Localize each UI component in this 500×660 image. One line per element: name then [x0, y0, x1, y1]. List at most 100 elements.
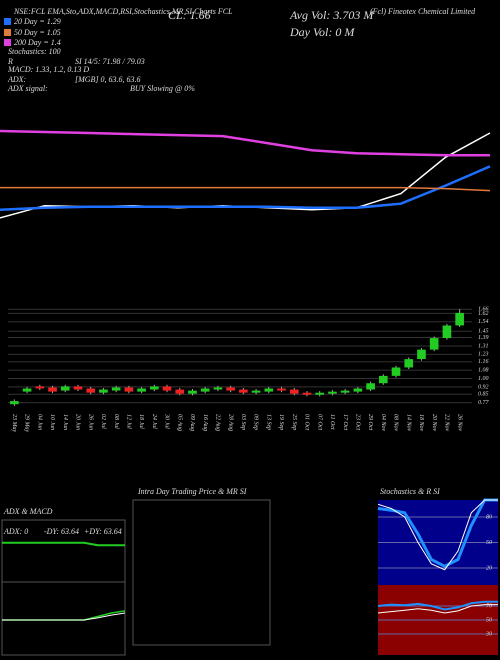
adx-signal-label: ADX signal: [7, 84, 48, 93]
x-tick-label: 05 Aug [176, 414, 182, 431]
y-tick-label: 70 [486, 603, 492, 609]
candle-body [99, 389, 108, 393]
x-tick-label: 19 Sep [278, 414, 284, 430]
x-tick-label: 03 Sep [240, 414, 246, 430]
adx-panel [1, 519, 126, 656]
y-tick-label: 20 [486, 565, 492, 571]
rsi-r: R [7, 57, 13, 66]
x-tick-label: 29 Oct [367, 414, 373, 430]
candle-body [391, 367, 401, 376]
series-line [2, 610, 126, 621]
x-tick-label: 28 Aug [227, 414, 233, 431]
panel-title: Stochastics & R SI [380, 487, 440, 496]
x-tick-label: 04 Nov [380, 414, 387, 432]
rsi-value: SI 14/5: 71.98 / 79.03 [75, 57, 145, 66]
candle-body [239, 389, 248, 393]
y-tick-label: 1.08 [478, 367, 489, 373]
candle-body [455, 312, 464, 326]
x-tick-label: 14 Nov [405, 414, 412, 432]
candle-body [251, 390, 261, 393]
y-tick-label: 0.85 [478, 392, 489, 398]
candle-body [226, 387, 235, 391]
y-tick-label: 1.39 [478, 335, 489, 341]
candle-body [162, 386, 172, 391]
series-line [377, 604, 498, 614]
y-tick-label: 1.45 [478, 328, 489, 335]
indicator-label: -DY: 63.64 [44, 527, 79, 536]
y-tick-label: 50 [486, 540, 492, 546]
candle-body [264, 388, 274, 392]
y-tick-label: 0.92 [478, 384, 489, 390]
series-line [377, 498, 498, 568]
y-tick-label: 1.16 [478, 359, 489, 365]
series-line [0, 132, 491, 219]
candle-body [378, 375, 388, 384]
x-tick-label: 07 Oct [316, 414, 322, 430]
candle-body [277, 388, 286, 391]
y-tick-label: 1.54 [478, 318, 489, 325]
x-tick-label: 23 Oct [354, 414, 360, 430]
y-tick-label: 1.31 [478, 343, 489, 349]
x-tick-label: 22 Nov [444, 414, 450, 432]
x-tick-label: 11 Oct [329, 414, 335, 430]
x-tick-label: 18 Jul [138, 414, 144, 429]
candle-body [124, 387, 134, 392]
candle-body [315, 392, 325, 395]
candle-body [328, 391, 337, 394]
x-tick-label: 13 Sep [265, 414, 271, 430]
candle-body [10, 401, 19, 405]
y-tick-label: 30 [485, 631, 492, 637]
candle-body [35, 386, 45, 389]
candle-body [417, 349, 426, 360]
adx-label: ADX: [7, 75, 27, 84]
stochastics-value: Stochastics: 100 [8, 47, 61, 56]
panel-title: Intra Day Trading Price & MR SI [137, 487, 247, 496]
x-tick-label: 04 Jun [36, 414, 43, 430]
x-tick-label: 12 Jul [125, 414, 131, 429]
candle-body [429, 338, 439, 350]
series-line [377, 600, 498, 611]
candle-body [289, 389, 299, 394]
y-tick-label: 1.00 [478, 376, 489, 382]
x-tick-label: 08 Nov [393, 414, 399, 432]
x-tick-label: 09 Aug [189, 414, 195, 431]
candle-body [137, 388, 146, 392]
x-tick-label: 23 May [11, 414, 17, 432]
y-tick-label: 1.23 [478, 352, 489, 358]
x-tick-label: 20 Jun [75, 414, 81, 430]
close-value: CL: 1.66 [168, 8, 211, 22]
series-line [377, 499, 498, 571]
candle-body [200, 388, 210, 392]
page-title: NSE:FCL EMA,Sto,ADX,MACD,RSI,Stochastics… [13, 7, 233, 16]
series-line [2, 612, 126, 621]
macd-value: MACD: 1.33, 1.2, 0.13 D [7, 65, 89, 74]
x-tick-label: 10 Jun [49, 414, 55, 430]
legend-entry: 50 Day = 1.05 [14, 28, 61, 37]
x-tick-label: 08 Jul [113, 414, 119, 429]
x-tick-label: 09 Sep [253, 414, 259, 430]
candle-body [111, 387, 121, 391]
x-tick-label: 17 Oct [342, 414, 348, 430]
x-tick-label: 20 Nov [431, 414, 437, 432]
y-tick-label: 0.77 [478, 400, 490, 406]
candle-body [188, 390, 197, 394]
candle-body [442, 325, 452, 339]
series-line [2, 541, 125, 547]
x-tick-label: 29 May [24, 414, 30, 432]
legend-swatch [4, 29, 11, 36]
candle-body [340, 390, 350, 393]
legend-swatch [4, 39, 11, 46]
x-tick-label: 24 Jul [151, 414, 158, 429]
panel-title: ADX & MACD [3, 507, 53, 516]
series-line [0, 165, 491, 212]
candle-body [60, 386, 70, 391]
x-tick-label: 26 Jun [87, 414, 93, 430]
candle-body [213, 387, 223, 390]
y-tick-label: 50 [486, 617, 492, 623]
series-line [0, 129, 490, 157]
legend-entry: 200 Day = 1.4 [14, 38, 61, 47]
mgb-value: [MGB] 0, 63.6, 63.6 [75, 75, 141, 84]
x-tick-label: 01 Oct [304, 414, 310, 430]
day-volume: Day Vol: 0 M [289, 25, 355, 39]
y-tick-label: 1.66 [478, 307, 489, 313]
